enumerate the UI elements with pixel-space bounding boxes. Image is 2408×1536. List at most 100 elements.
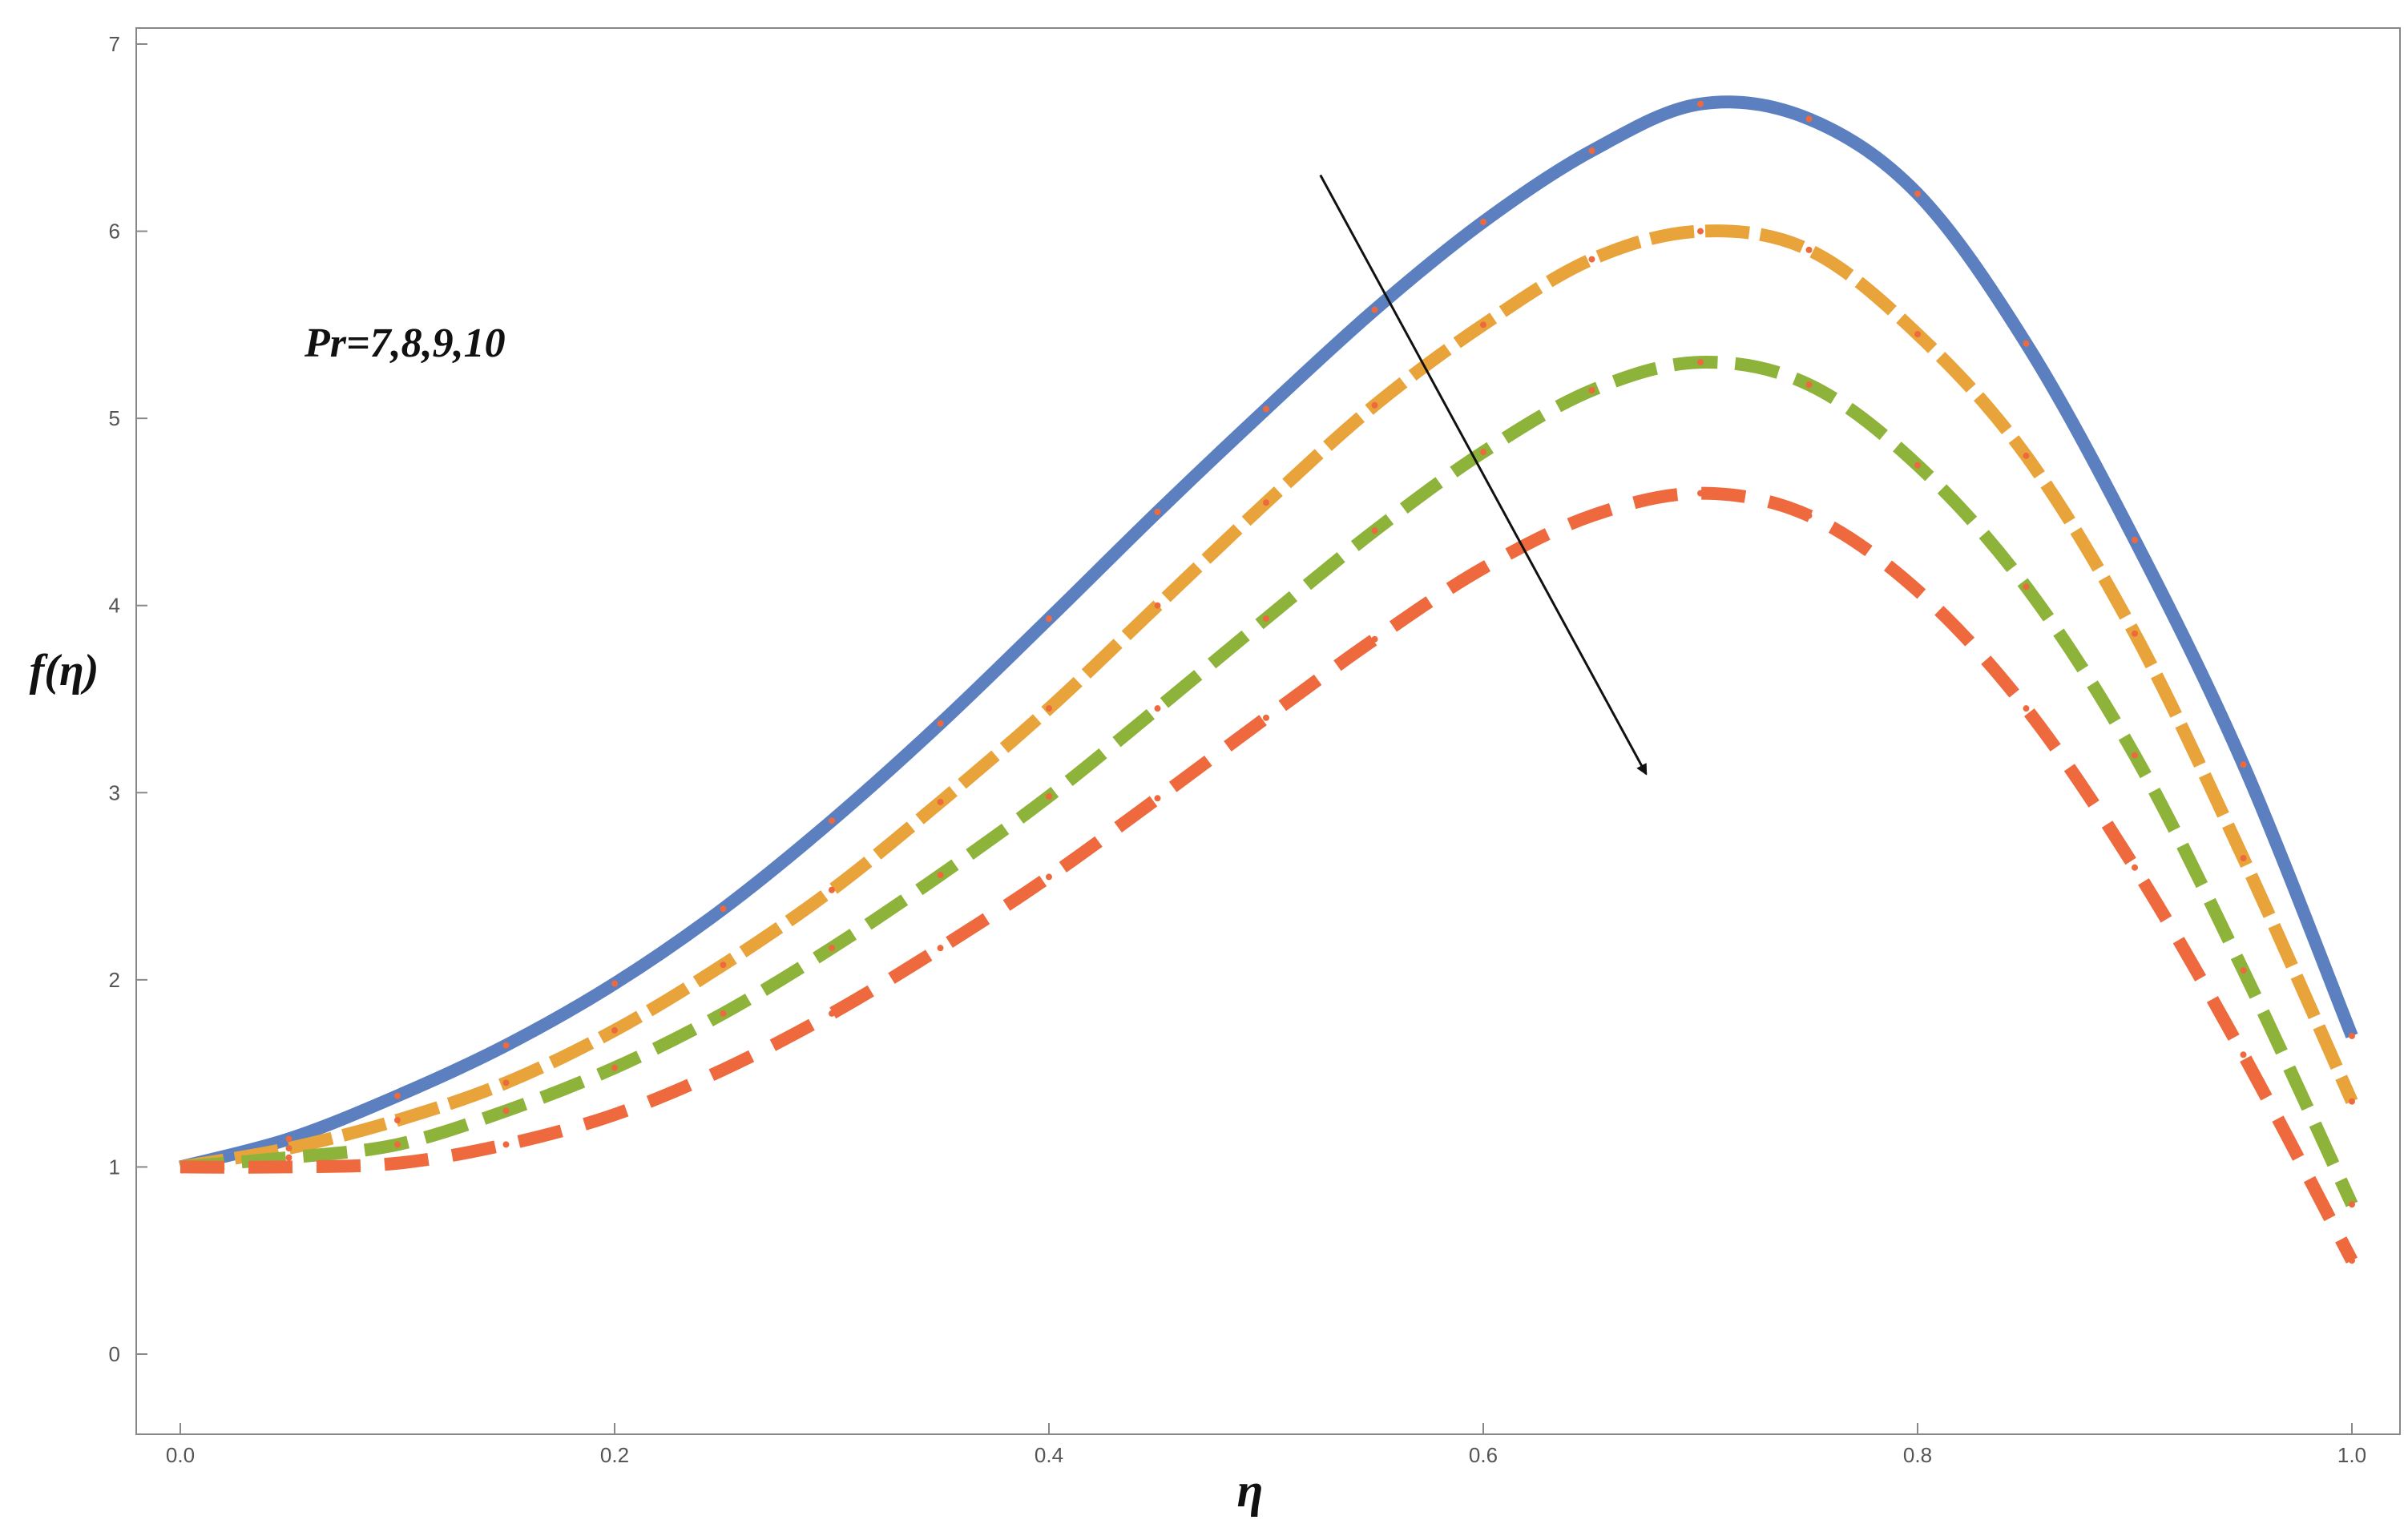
series-3-point (611, 1064, 618, 1071)
series-4-point (502, 1141, 510, 1148)
series-3-point (1697, 359, 1704, 366)
y-tick-label: 4 (109, 594, 120, 618)
series-2-point (394, 1117, 401, 1124)
plot-frame (135, 27, 2401, 1435)
series-3-point (1154, 705, 1161, 712)
markers-layer (285, 100, 2355, 1264)
series-4-point (1805, 512, 1813, 519)
series-2-point (1263, 499, 1269, 506)
series-2-point (502, 1079, 510, 1086)
series-2-point (1480, 321, 1486, 329)
series-1-point (829, 817, 835, 824)
series-1-point (720, 905, 727, 913)
series-line-3 (179, 355, 2358, 1207)
series-3-point (1046, 792, 1052, 800)
series-2-point (1588, 256, 1595, 263)
series-3-point (720, 1010, 727, 1017)
series-3-point (829, 945, 835, 952)
x-tick-label: 0.2 (600, 1443, 629, 1467)
series-4-point (1263, 714, 1269, 721)
series-2-point (1154, 602, 1161, 609)
series-line-1 (178, 95, 2358, 1174)
series-3-point (285, 1154, 292, 1161)
series-2-point (611, 1026, 618, 1034)
series-1-point (1588, 147, 1595, 155)
y-tick-label: 0 (109, 1342, 120, 1366)
x-tick-label: 0.6 (1469, 1443, 1498, 1467)
series-2-point (937, 798, 944, 805)
series-3-point (1588, 387, 1595, 394)
y-axis-title: f(η) (30, 646, 99, 695)
x-tick-label: 1.0 (2337, 1443, 2366, 1467)
series-2-point (1046, 705, 1052, 712)
series-1-point (1480, 218, 1486, 225)
series-4-point (1588, 512, 1595, 519)
series-2-point (1697, 228, 1704, 235)
series-2-point (1805, 246, 1813, 253)
series-3-point (1371, 527, 1378, 534)
series-4-point (611, 1111, 618, 1119)
series-4-point (937, 945, 944, 952)
series-2-point (1371, 401, 1378, 409)
series-3-point (1480, 449, 1486, 456)
series-3-point (2349, 1201, 2355, 1208)
series-1-point (2349, 1032, 2355, 1039)
x-axis-title: η (1237, 1464, 1264, 1517)
series-4-point (285, 1163, 292, 1171)
series-4-point (2349, 1257, 2355, 1264)
series-1-point (1046, 615, 1052, 623)
y-tick-label: 3 (109, 780, 120, 804)
series-1-point (285, 1135, 292, 1143)
series-1-point (2132, 536, 2138, 543)
series-4-point (720, 1066, 727, 1073)
series-2-point (2132, 630, 2138, 637)
series-1-point (1697, 100, 1704, 107)
series-4-point (2132, 864, 2138, 871)
series-3-point (1805, 381, 1813, 389)
series-2-point (2349, 1098, 2355, 1105)
series-1-point (394, 1092, 401, 1099)
series-2-point (2240, 855, 2247, 862)
series-1-point (1371, 306, 1378, 313)
series-1-point (502, 1042, 510, 1049)
series-4-point (2240, 1051, 2247, 1058)
series-4-point (1697, 490, 1704, 497)
curves-layer (178, 95, 2358, 1264)
pr-direction-arrow (1319, 174, 1648, 776)
series-1-point (937, 720, 944, 727)
series-3-point (394, 1141, 401, 1148)
series-3-point (2132, 752, 2138, 759)
x-tick-label: 0.4 (1035, 1443, 1063, 1467)
y-tick-label: 1 (109, 1155, 120, 1179)
series-2-point (2023, 452, 2030, 459)
series-4-point (1914, 587, 1921, 595)
series-4-point (1480, 565, 1486, 571)
series-3-point (502, 1107, 510, 1115)
series-3-point (2023, 583, 2030, 591)
series-4-point (2023, 705, 2030, 712)
series-4-point (394, 1159, 401, 1167)
series-1-point (2023, 340, 2030, 347)
x-tick-label: 0.8 (1903, 1443, 1932, 1467)
series-3-point (1914, 462, 1921, 469)
series-3-point (1263, 615, 1269, 623)
y-tick-label: 7 (109, 32, 120, 56)
series-4-point (1154, 795, 1161, 802)
series-4-point (1371, 635, 1378, 643)
series-2-point (720, 962, 727, 969)
series-1-point (2240, 761, 2247, 768)
series-1-point (1805, 115, 1813, 123)
series-2-point (285, 1145, 292, 1152)
series-4-point (1046, 873, 1052, 881)
series-2-point (829, 886, 835, 893)
series-1-point (1154, 508, 1161, 515)
series-4-point (829, 1010, 835, 1017)
series-line-2 (179, 224, 2358, 1174)
ticks-layer: 0.0 0.2 0.4 0.6 0.8 1.0 0 1 2 3 4 5 6 7 (109, 32, 2367, 1467)
series-1-point (1263, 405, 1269, 413)
series-2-point (1914, 331, 1921, 338)
y-tick-label: 5 (109, 406, 120, 430)
series-1-point (611, 980, 618, 987)
series-1-point (1914, 190, 1921, 197)
